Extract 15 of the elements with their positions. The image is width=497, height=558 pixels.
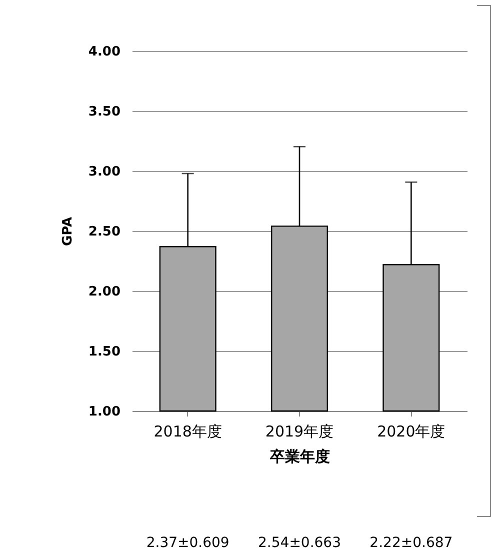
y-tick-label: 1.50 — [88, 344, 120, 360]
data-label: 2.22±0.687 — [370, 535, 453, 551]
x-tick-label: 2018年度 — [154, 422, 222, 440]
data-label: 2.54±0.663 — [258, 535, 341, 551]
y-tick-label: 3.00 — [88, 164, 120, 180]
y-tick-label: 2.50 — [88, 224, 120, 240]
y-tick-label: 4.00 — [88, 44, 120, 60]
x-tick-label: 2019年度 — [265, 422, 334, 440]
y-tick-label: 1.00 — [88, 404, 120, 420]
y-axis-title: GPA — [60, 216, 76, 246]
y-tick-label: 2.00 — [88, 284, 120, 300]
y-tick-label: 3.50 — [88, 104, 120, 120]
data-label: 2.37±0.609 — [146, 535, 230, 551]
x-axis-title: 卒業年度 — [269, 448, 330, 466]
x-tick-label: 2020年度 — [377, 422, 446, 440]
